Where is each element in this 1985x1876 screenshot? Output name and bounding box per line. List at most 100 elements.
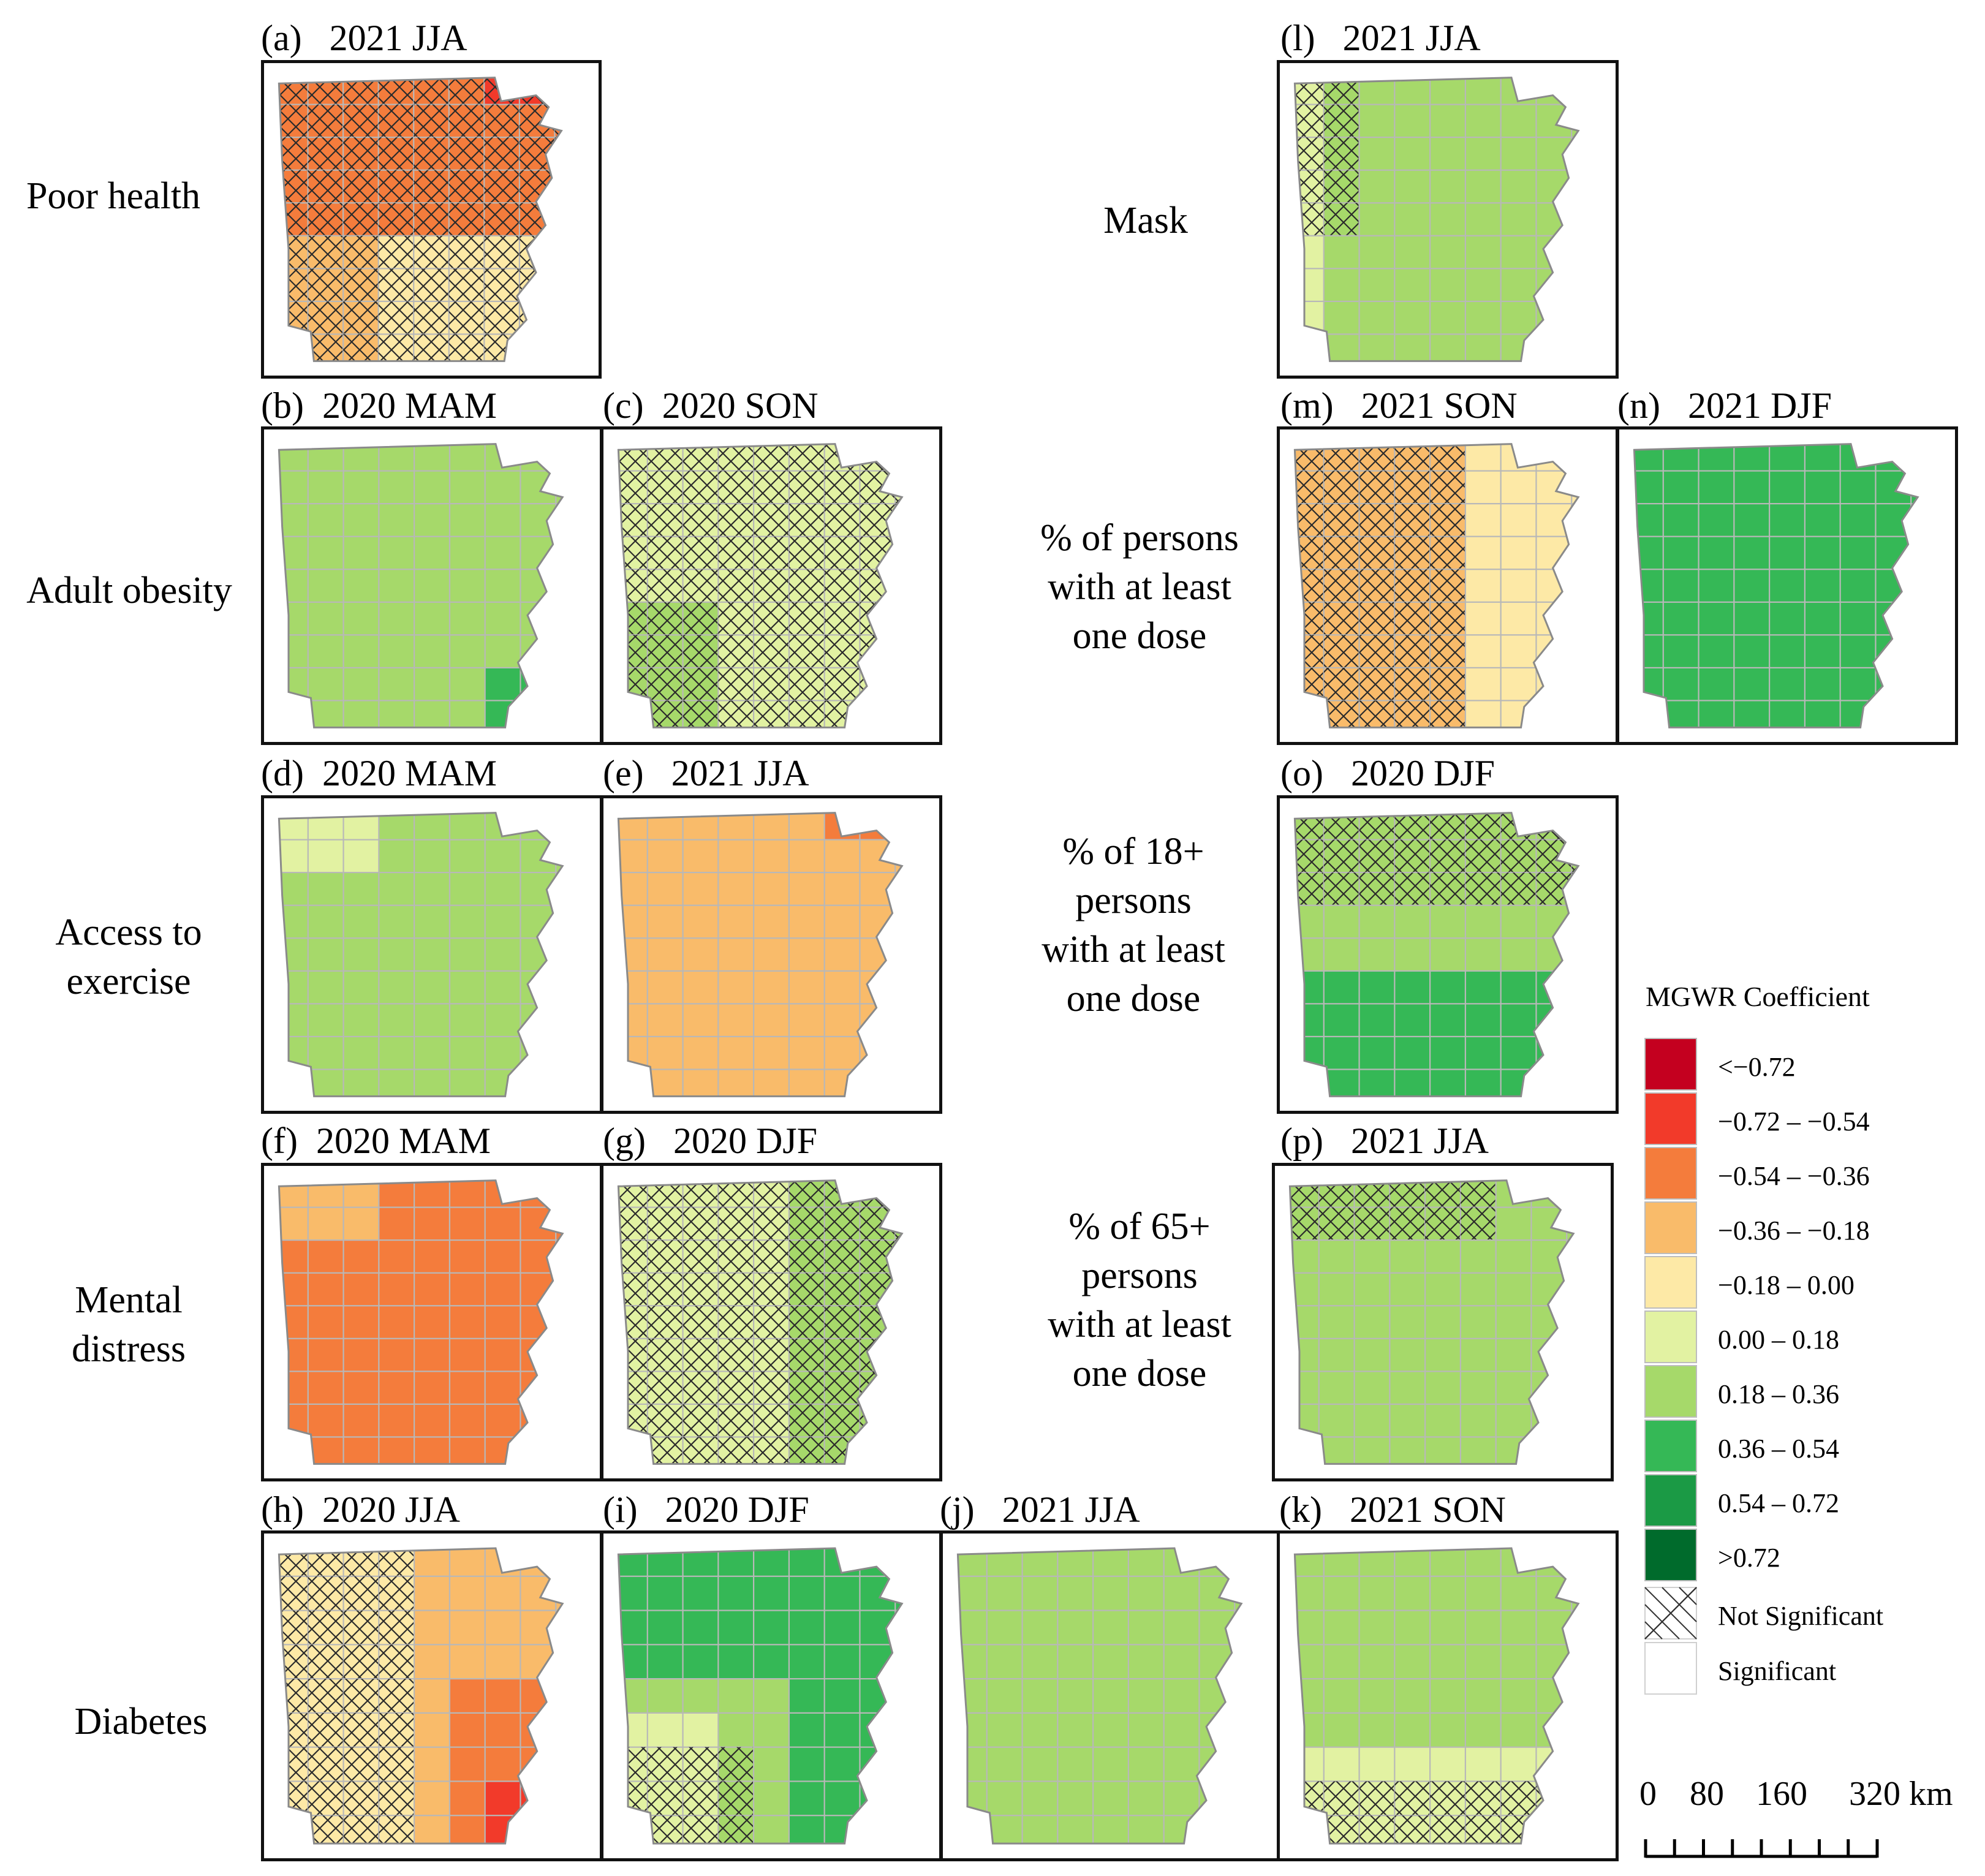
- county: [1057, 1815, 1094, 1844]
- not-significant-hatch: [308, 1576, 344, 1611]
- county: [1535, 700, 1573, 728]
- county: [1429, 1678, 1467, 1714]
- not-significant-hatch: [718, 1747, 754, 1782]
- not-significant-hatch: [824, 569, 860, 603]
- county: [1875, 503, 1912, 538]
- not-significant-hatch: [1571, 1815, 1579, 1844]
- county: [823, 1678, 861, 1714]
- not-significant-hatch: [1323, 839, 1360, 873]
- county: [448, 812, 486, 841]
- county: [646, 970, 684, 1005]
- county: [682, 1678, 719, 1714]
- county: [1495, 1239, 1533, 1274]
- not-significant-hatch: [754, 1306, 790, 1339]
- county: [484, 1436, 522, 1464]
- county: [717, 970, 755, 1005]
- not-significant-hatch: [1571, 872, 1579, 906]
- county: [646, 1003, 684, 1038]
- panel-title-n: (n) 2021 DJF: [1617, 385, 1832, 426]
- county: [414, 812, 451, 841]
- not-significant-hatch: [378, 301, 414, 335]
- county: [1358, 104, 1396, 138]
- not-significant-hatch: [1394, 839, 1431, 873]
- not-significant-hatch: [718, 1815, 754, 1844]
- county: [342, 470, 380, 505]
- county: [1804, 667, 1842, 702]
- not-significant-hatch: [824, 536, 860, 570]
- not-significant-hatch: [647, 667, 684, 701]
- county: [1358, 1746, 1396, 1783]
- not-significant-hatch: [308, 1781, 344, 1816]
- county: [555, 937, 563, 972]
- county: [520, 812, 557, 841]
- county: [682, 812, 719, 841]
- county: [1535, 601, 1573, 636]
- county: [1500, 333, 1538, 361]
- not-significant-hatch: [718, 635, 754, 668]
- county: [646, 904, 684, 939]
- county: [823, 1003, 861, 1038]
- county: [717, 812, 755, 841]
- county: [520, 1575, 557, 1612]
- county: [646, 937, 684, 972]
- not-significant-hatch: [1394, 635, 1431, 668]
- county: [414, 1815, 451, 1844]
- county: [1464, 202, 1502, 237]
- county: [1571, 300, 1579, 336]
- county: [279, 444, 309, 472]
- county: [448, 444, 486, 472]
- not-significant-hatch: [682, 1437, 719, 1464]
- county: [823, 872, 861, 907]
- county: [414, 1678, 451, 1714]
- not-significant-hatch: [1394, 536, 1431, 570]
- not-significant-hatch: [378, 334, 414, 361]
- county: [484, 503, 522, 538]
- county: [1464, 1575, 1502, 1612]
- not-significant-hatch: [379, 1712, 415, 1748]
- choropleth-map: [1293, 812, 1580, 1097]
- county: [520, 1239, 557, 1274]
- county: [1875, 470, 1912, 505]
- county: [279, 1371, 309, 1405]
- not-significant-hatch: [448, 268, 485, 302]
- county: [1634, 535, 1665, 570]
- not-significant-hatch: [448, 334, 485, 361]
- not-significant-hatch: [484, 137, 520, 171]
- county: [894, 1609, 902, 1646]
- county: [753, 1815, 790, 1844]
- not-significant-hatch: [343, 1679, 379, 1714]
- county: [1318, 1239, 1356, 1274]
- not-significant-hatch: [754, 667, 790, 701]
- county: [1290, 1305, 1320, 1340]
- county: [520, 1337, 557, 1372]
- county: [484, 1035, 522, 1071]
- county: [448, 1239, 486, 1274]
- county: [1198, 1815, 1236, 1844]
- county: [414, 839, 451, 874]
- county: [1535, 1609, 1573, 1646]
- not-significant-hatch: [754, 536, 790, 570]
- not-significant-hatch: [279, 77, 309, 105]
- county: [618, 904, 649, 939]
- county: [1495, 1371, 1533, 1405]
- panel-title-b: (b) 2020 MAM: [261, 385, 497, 426]
- county: [859, 1068, 896, 1097]
- county: [1429, 1068, 1467, 1097]
- county: [1566, 1239, 1574, 1274]
- county: [1662, 569, 1700, 603]
- county: [1394, 333, 1431, 361]
- county: [682, 970, 719, 1005]
- not-significant-hatch: [788, 536, 825, 570]
- county: [555, 601, 563, 636]
- county: [307, 937, 345, 972]
- not-significant-hatch: [718, 1781, 754, 1816]
- county: [307, 1272, 345, 1307]
- not-significant-hatch: [718, 667, 754, 701]
- choropleth-map: [278, 443, 564, 728]
- state-outline: [617, 1547, 904, 1845]
- county: [1295, 1548, 1325, 1578]
- not-significant-hatch: [448, 104, 485, 138]
- not-significant-hatch: [279, 1644, 309, 1679]
- county: [1057, 1575, 1094, 1612]
- county: [414, 700, 451, 728]
